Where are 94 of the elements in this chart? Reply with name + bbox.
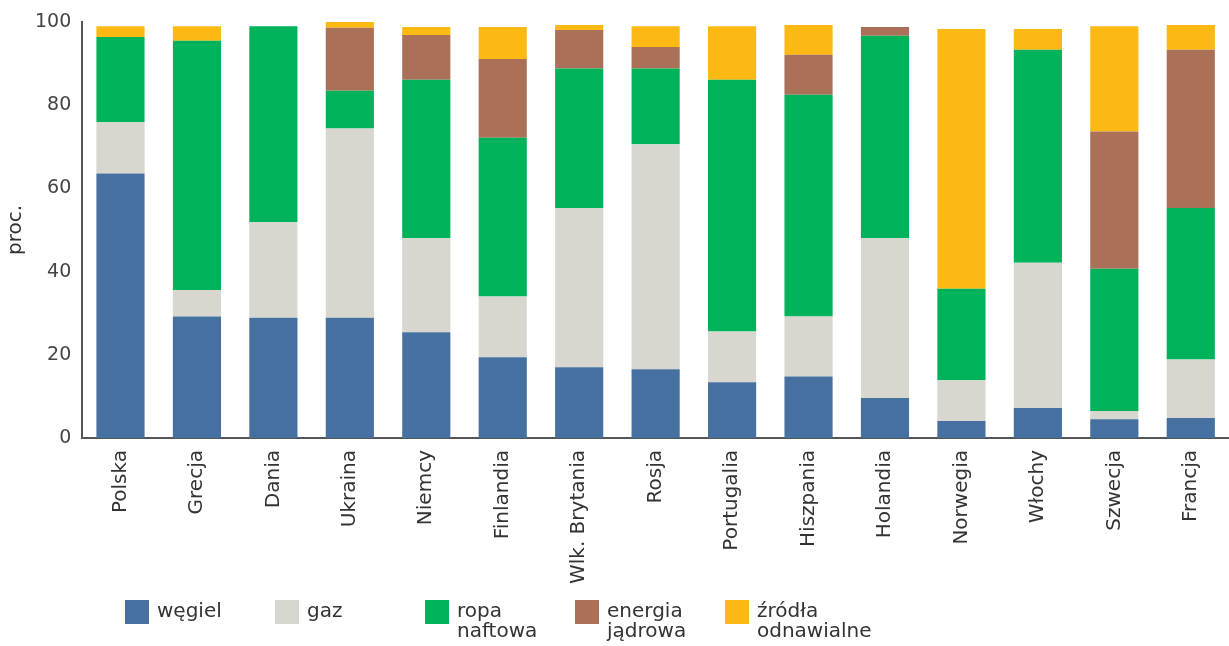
bar bbox=[555, 367, 604, 439]
bar bbox=[1013, 29, 1062, 50]
bar bbox=[402, 26, 451, 35]
bar bbox=[708, 382, 757, 439]
x-tick-label: Dania bbox=[259, 450, 284, 509]
bar bbox=[784, 24, 833, 55]
bar bbox=[325, 90, 374, 129]
legend-label: źródła odnawialne bbox=[757, 598, 872, 642]
bar bbox=[708, 26, 757, 80]
legend-label: węgiel bbox=[157, 598, 223, 622]
y-tick-label: 0 bbox=[59, 424, 72, 447]
bar bbox=[172, 316, 222, 439]
bar bbox=[631, 68, 680, 145]
x-tick-label: Wlk. Brytania bbox=[565, 450, 590, 585]
x-tick-label: Polska bbox=[106, 450, 131, 514]
bar bbox=[96, 173, 145, 439]
bar bbox=[937, 420, 986, 439]
bar bbox=[402, 34, 451, 80]
x-tick-label: Szwecja bbox=[1100, 450, 1125, 531]
bar bbox=[860, 26, 910, 36]
legend-label: energia jądrowa bbox=[607, 598, 688, 642]
bar bbox=[1090, 419, 1139, 439]
legend-label: ropa naftowa bbox=[457, 598, 539, 642]
bar bbox=[1013, 408, 1062, 439]
x-tick-label: Norwegia bbox=[947, 450, 972, 545]
x-tick-label: Rosja bbox=[641, 450, 666, 504]
bar bbox=[631, 46, 680, 69]
bar bbox=[249, 317, 298, 439]
x-tick-label: Niemcy bbox=[412, 449, 437, 526]
bar bbox=[172, 26, 222, 41]
bar bbox=[478, 357, 527, 439]
bar bbox=[708, 79, 757, 332]
bar bbox=[402, 79, 451, 238]
bar bbox=[478, 296, 527, 358]
bar bbox=[1090, 268, 1139, 411]
x-tick-label: Grecja bbox=[183, 450, 208, 515]
bar bbox=[172, 289, 222, 317]
bar bbox=[860, 237, 910, 399]
bar bbox=[784, 376, 833, 439]
bar bbox=[249, 26, 298, 223]
bar bbox=[478, 26, 527, 60]
bar bbox=[555, 29, 604, 69]
bar bbox=[478, 137, 527, 297]
bar bbox=[1166, 207, 1215, 360]
bar bbox=[325, 317, 374, 439]
bar bbox=[631, 26, 680, 47]
bar bbox=[172, 40, 222, 290]
bar bbox=[1090, 410, 1139, 420]
bar bbox=[1166, 24, 1215, 50]
y-tick-label: 60 bbox=[47, 175, 72, 198]
bar bbox=[402, 237, 451, 333]
bar bbox=[96, 26, 145, 37]
bar bbox=[1166, 49, 1215, 208]
x-tick-label: Hiszpania bbox=[794, 450, 819, 547]
bar bbox=[937, 288, 986, 381]
bar bbox=[1166, 418, 1215, 439]
y-tick-label: 80 bbox=[47, 92, 72, 115]
bar bbox=[555, 68, 604, 208]
bar bbox=[478, 59, 527, 138]
y-axis-title: proc. bbox=[2, 204, 27, 256]
bar bbox=[555, 24, 604, 30]
bar bbox=[631, 369, 680, 439]
bar bbox=[860, 35, 910, 238]
x-tick-label: Portugalia bbox=[718, 450, 743, 551]
bar bbox=[937, 29, 986, 289]
bar bbox=[1090, 26, 1139, 132]
bar bbox=[96, 122, 145, 174]
x-tick-label: Francja bbox=[1176, 450, 1201, 523]
bar bbox=[708, 331, 757, 383]
bar bbox=[96, 36, 145, 123]
bar bbox=[555, 207, 604, 368]
y-tick-label: 40 bbox=[47, 258, 72, 281]
x-tick-label: Finlandia bbox=[488, 450, 513, 540]
x-tick-label: Włochy bbox=[1024, 449, 1049, 524]
bar bbox=[631, 144, 680, 370]
bar bbox=[784, 316, 833, 377]
bar bbox=[784, 54, 833, 95]
bar bbox=[1013, 49, 1062, 263]
bar bbox=[1166, 359, 1215, 419]
y-tick-label: 20 bbox=[47, 341, 72, 364]
legend-label: gaz bbox=[307, 598, 344, 622]
bar bbox=[784, 94, 833, 317]
bar bbox=[937, 380, 986, 421]
y-tick-label: 100 bbox=[35, 8, 72, 31]
bar bbox=[325, 27, 374, 91]
x-tick-label: Ukraina bbox=[336, 450, 361, 528]
bar bbox=[1090, 131, 1139, 269]
bar bbox=[402, 332, 451, 439]
bar bbox=[1013, 262, 1062, 409]
bar bbox=[249, 222, 298, 318]
bar bbox=[325, 22, 374, 28]
x-tick-label: Holandia bbox=[871, 450, 896, 539]
bar bbox=[860, 398, 910, 439]
bar bbox=[325, 128, 374, 318]
